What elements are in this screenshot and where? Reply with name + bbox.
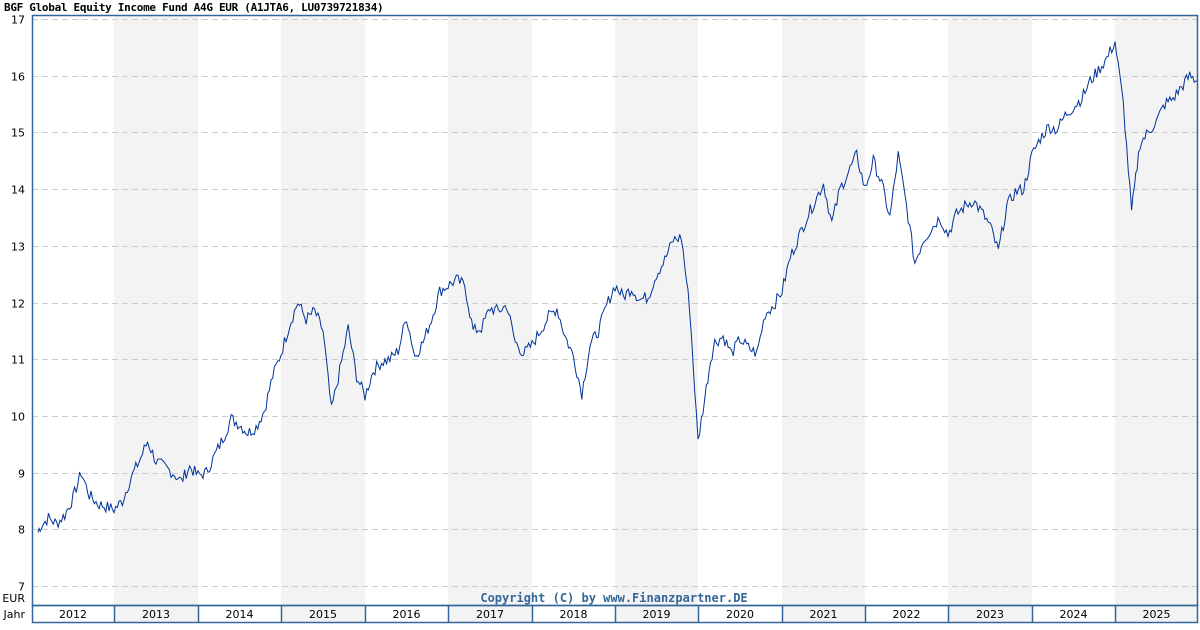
year-band (114, 15, 198, 622)
x-tick-label: 2022 (893, 608, 921, 621)
y-tick-label: 17 (11, 14, 25, 27)
price-line (37, 41, 1198, 533)
year-bands (114, 15, 1198, 622)
x-tick-label: 2013 (142, 608, 170, 621)
y-tick-label: 8 (18, 524, 25, 537)
year-band (281, 15, 365, 622)
year-band (448, 15, 532, 622)
y-tick-label: 9 (18, 468, 25, 481)
x-tick-label: 2023 (976, 608, 1004, 621)
x-tick-label: 2012 (59, 608, 87, 621)
gridlines (32, 19, 1197, 587)
x-tick-label: 2020 (726, 608, 754, 621)
y-unit-label: EUR (2, 592, 25, 605)
x-tick-label: 2025 (1143, 608, 1171, 621)
y-tick-label: 13 (11, 241, 25, 254)
year-band (948, 15, 1032, 622)
chart-title: BGF Global Equity Income Fund A4G EUR (A… (4, 1, 384, 14)
year-band (1115, 15, 1198, 622)
y-tick-label: 10 (11, 411, 25, 424)
y-axis-ticks: 7 8 9 10 11 12 13 14 15 16 17 (11, 14, 25, 594)
year-band (615, 15, 698, 622)
x-tick-label: 2021 (810, 608, 838, 621)
x-tick-label: 2019 (643, 608, 671, 621)
x-axis-label: Jahr (3, 608, 26, 621)
y-tick-label: 14 (11, 184, 25, 197)
year-band (782, 15, 865, 622)
y-tick-label: 7 (18, 581, 25, 594)
y-tick-label: 15 (11, 127, 25, 140)
x-tick-label: 2024 (1060, 608, 1088, 621)
copyright-notice: Copyright (C) by www.Finanzpartner.DE (480, 591, 747, 605)
x-tick-label: 2017 (476, 608, 504, 621)
y-tick-label: 11 (11, 354, 25, 367)
y-tick-label: 12 (11, 298, 25, 311)
x-tick-label: 2016 (393, 608, 421, 621)
x-tick-label: 2018 (560, 608, 588, 621)
x-tick-label: 2014 (226, 608, 254, 621)
x-axis: 2012 2013 2014 2015 2016 2017 2018 2019 2020 2021… (31, 604, 1199, 624)
y-tick-label: 16 (11, 71, 25, 84)
x-tick-label: 2015 (309, 608, 337, 621)
